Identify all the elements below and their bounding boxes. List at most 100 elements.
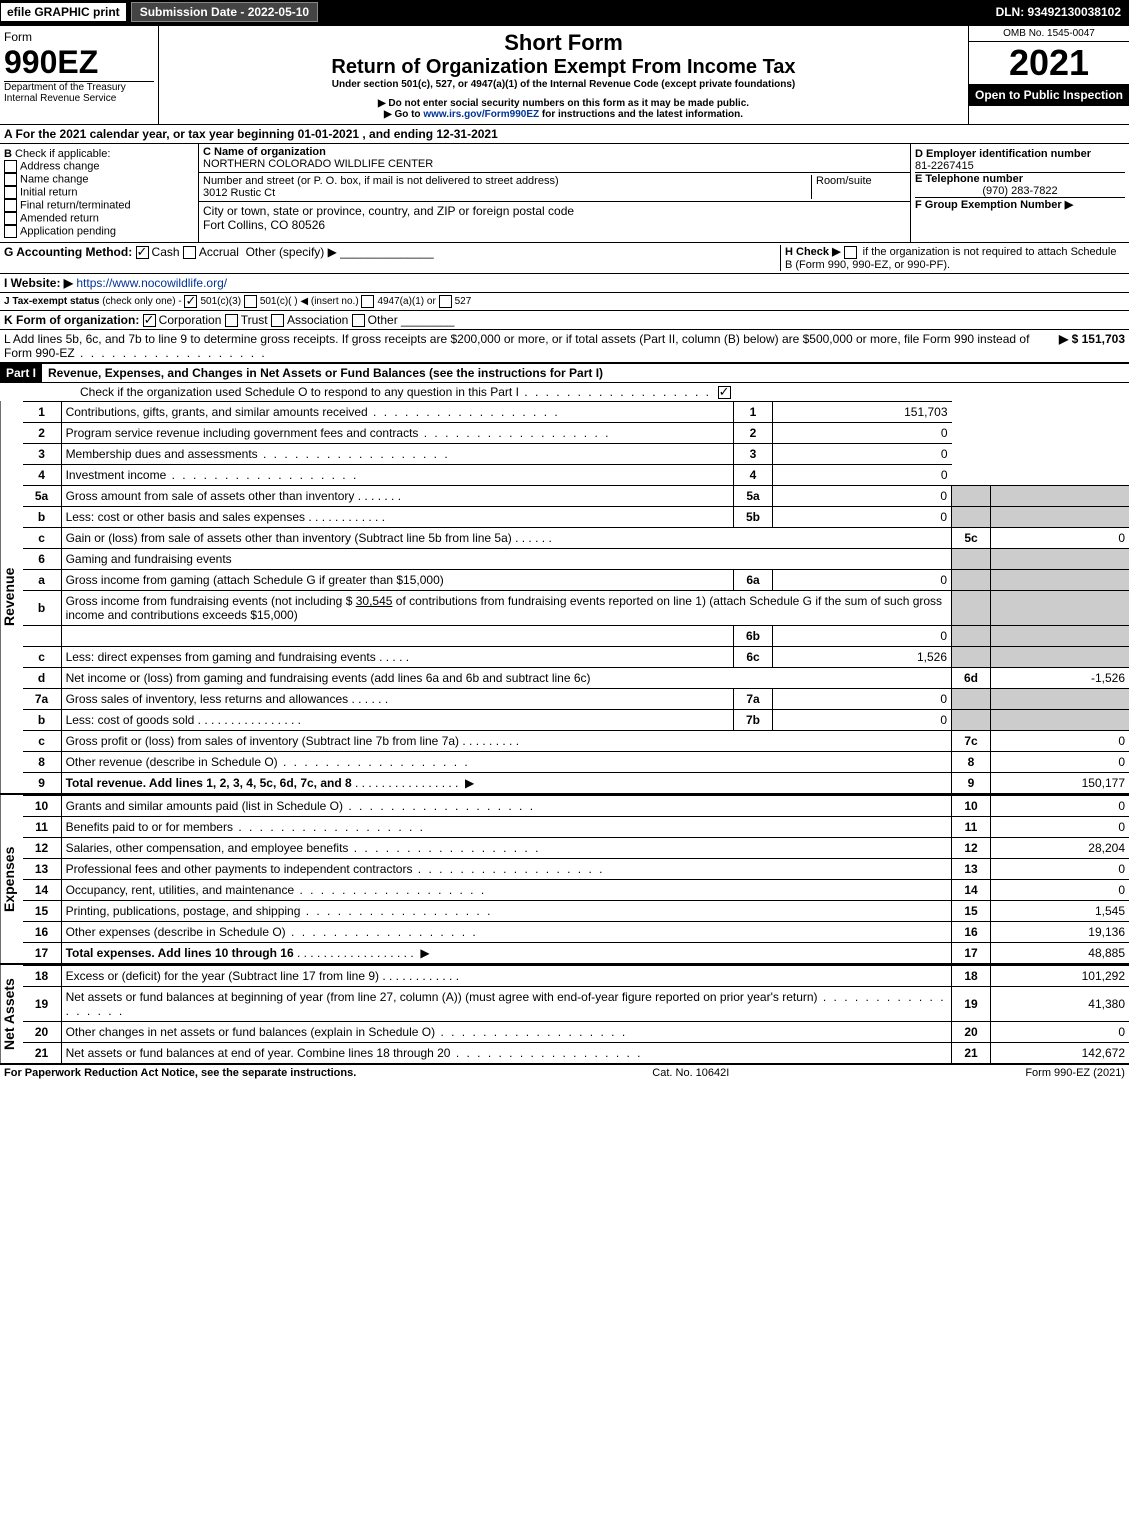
efile-print[interactable]: efile GRAPHIC print (0, 2, 127, 22)
opt-initial-return: Initial return (20, 186, 77, 198)
phone: (970) 283-7822 (915, 185, 1125, 197)
room-suite-label: Room/suite (811, 175, 906, 199)
opt-accrual: Accrual (199, 245, 239, 259)
g-label: G Accounting Method: (4, 245, 132, 259)
net-assets-sidelabel: Net Assets (0, 965, 23, 1063)
k-label: K Form of organization: (4, 313, 139, 327)
row-i: I Website: ▶ https://www.nocowildlife.or… (0, 273, 1129, 292)
opt-4947: 4947(a)(1) or (377, 296, 435, 307)
d-label: D Employer identification number (915, 148, 1125, 160)
l-amount: ▶ $ 151,703 (1059, 332, 1125, 360)
line-16: 16Other expenses (describe in Schedule O… (23, 922, 1129, 943)
line-6b-box: 6b0 (23, 626, 1129, 647)
chk-other-org[interactable] (352, 314, 365, 327)
line-2: 2Program service revenue including gover… (23, 423, 1129, 444)
line-21: 21Net assets or fund balances at end of … (23, 1043, 1129, 1064)
line-a: A For the 2021 calendar year, or tax yea… (0, 124, 1129, 143)
line-5a: 5aGross amount from sale of assets other… (23, 486, 1129, 507)
entity-block: B Check if applicable: Address change Na… (0, 143, 1129, 242)
row-j: J Tax-exempt status (check only one) - 5… (0, 292, 1129, 310)
line-4: 4Investment income40 (23, 465, 1129, 486)
e-label: E Telephone number (915, 172, 1125, 185)
chk-4947[interactable] (361, 295, 374, 308)
fundraising-excl: 30,545 (356, 594, 393, 608)
opt-name-change: Name change (20, 173, 89, 185)
line-1: 1Contributions, gifts, grants, and simil… (23, 402, 1129, 423)
arrow-icon: ▶ (420, 946, 429, 960)
c-city-label: City or town, state or province, country… (203, 204, 574, 218)
chk-assoc[interactable] (271, 314, 284, 327)
line-7a: 7aGross sales of inventory, less returns… (23, 689, 1129, 710)
opt-cash: Cash (152, 245, 180, 259)
org-city: Fort Collins, CO 80526 (203, 218, 325, 232)
chk-corp[interactable] (143, 314, 156, 327)
opt-trust: Trust (241, 313, 268, 327)
h-label: H Check ▶ (785, 246, 841, 258)
page-footer: For Paperwork Reduction Act Notice, see … (0, 1063, 1129, 1081)
j-rest: (check only one) - (102, 296, 181, 307)
c-name-label: C Name of organization (203, 146, 326, 158)
irs-url[interactable]: www.irs.gov/Form990EZ (423, 109, 539, 120)
chk-cash[interactable] (136, 246, 149, 259)
chk-application-pending[interactable] (4, 225, 17, 238)
chk-amended-return[interactable] (4, 212, 17, 225)
org-name: NORTHERN COLORADO WILDLIFE CENTER (203, 158, 433, 170)
revenue-section: Revenue 1Contributions, gifts, grants, a… (0, 401, 1129, 793)
line-9: 9Total revenue. Add lines 1, 2, 3, 4, 5c… (23, 773, 1129, 794)
chk-accrual[interactable] (183, 246, 196, 259)
form-number: 990EZ (4, 44, 154, 81)
chk-schedule-o-part-i[interactable] (718, 386, 731, 399)
row-k: K Form of organization: Corporation Trus… (0, 310, 1129, 329)
line-20: 20Other changes in net assets or fund ba… (23, 1022, 1129, 1043)
expenses-sidelabel: Expenses (0, 795, 23, 963)
net-assets-section: Net Assets 18Excess or (deficit) for the… (0, 963, 1129, 1063)
insert-no: ◀ (insert no.) (300, 296, 358, 307)
line-5b: bLess: cost or other basis and sales exp… (23, 507, 1129, 528)
revenue-sidelabel: Revenue (0, 401, 23, 793)
line-13: 13Professional fees and other payments t… (23, 859, 1129, 880)
line-18: 18Excess or (deficit) for the year (Subt… (23, 966, 1129, 987)
line-17: 17Total expenses. Add lines 10 through 1… (23, 943, 1129, 964)
chk-527[interactable] (439, 295, 452, 308)
opt-other-org: Other (368, 313, 398, 327)
chk-name-change[interactable] (4, 173, 17, 186)
open-to-public: Open to Public Inspection (969, 84, 1129, 106)
chk-schedule-b[interactable] (844, 246, 857, 259)
chk-address-change[interactable] (4, 160, 17, 173)
ssn-warning: ▶ Do not enter social security numbers o… (163, 98, 964, 109)
expenses-table: 10Grants and similar amounts paid (list … (23, 795, 1129, 963)
line-7c: cGross profit or (loss) from sales of in… (23, 731, 1129, 752)
f-label: F Group Exemption Number ▶ (915, 197, 1125, 211)
chk-trust[interactable] (225, 314, 238, 327)
short-form-title: Short Form (163, 30, 964, 56)
c-street-label: Number and street (or P. O. box, if mail… (203, 175, 559, 187)
chk-final-return[interactable] (4, 199, 17, 212)
website-link[interactable]: https://www.nocowildlife.org/ (76, 276, 227, 290)
section-c: C Name of organization NORTHERN COLORADO… (199, 144, 910, 242)
opt-amended-return: Amended return (20, 212, 99, 224)
main-title: Return of Organization Exempt From Incom… (163, 56, 964, 79)
form-word: Form (4, 30, 154, 44)
chk-initial-return[interactable] (4, 186, 17, 199)
part-i-badge: Part I (0, 364, 42, 382)
opt-application-pending: Application pending (20, 225, 116, 237)
org-street: 3012 Rustic Ct (203, 187, 275, 199)
dln: DLN: 93492130038102 (996, 5, 1129, 19)
top-bar: efile GRAPHIC print Submission Date - 20… (0, 0, 1129, 24)
chk-501c[interactable] (244, 295, 257, 308)
row-l: L Add lines 5b, 6c, and 7b to line 9 to … (0, 329, 1129, 362)
line-6a: aGross income from gaming (attach Schedu… (23, 570, 1129, 591)
opt-address-change: Address change (20, 160, 100, 172)
opt-final-return: Final return/terminated (20, 199, 131, 211)
opt-assoc: Association (287, 313, 348, 327)
part-i-header: Part I Revenue, Expenses, and Changes in… (0, 362, 1129, 382)
chk-501c3[interactable] (184, 295, 197, 308)
goto-link[interactable]: ▶ Go to www.irs.gov/Form990EZ for instru… (163, 109, 964, 120)
l-text: L Add lines 5b, 6c, and 7b to line 9 to … (4, 332, 1059, 360)
i-label: I Website: ▶ (4, 276, 73, 290)
line-19: 19Net assets or fund balances at beginni… (23, 987, 1129, 1022)
net-assets-table: 18Excess or (deficit) for the year (Subt… (23, 965, 1129, 1063)
line-14: 14Occupancy, rent, utilities, and mainte… (23, 880, 1129, 901)
section-def: D Employer identification number 81-2267… (910, 144, 1129, 242)
arrow-icon: ▶ (465, 776, 474, 790)
